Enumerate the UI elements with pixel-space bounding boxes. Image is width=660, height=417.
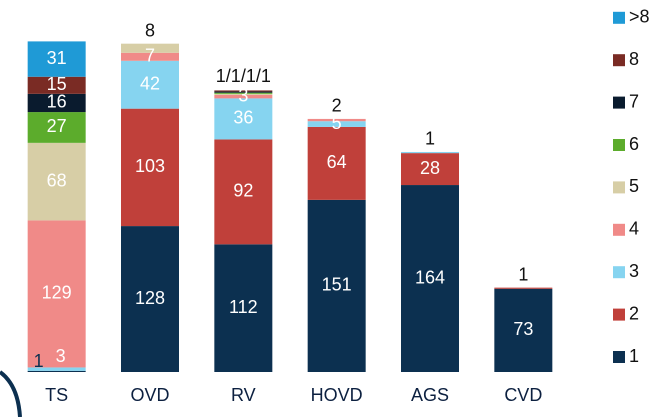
legend-swatch: [613, 96, 625, 109]
bar-segment: [27, 93, 86, 113]
bar-segment: [214, 90, 273, 92]
bar-segment: [214, 139, 273, 245]
data-label: 28: [420, 158, 440, 178]
data-label: 8: [145, 20, 155, 40]
data-label: 129: [42, 283, 72, 303]
bar-segment: [494, 287, 553, 289]
bar-segment: [27, 76, 86, 94]
bar-segment: [121, 43, 179, 53]
bar-segment: [121, 60, 179, 109]
bar-segment: [214, 244, 273, 372]
bar-segment: [307, 121, 366, 127]
legend-label: 3: [629, 261, 639, 281]
legend-swatch: [613, 11, 625, 24]
legend-swatch: [613, 308, 625, 321]
data-label: 1: [518, 264, 528, 284]
decoration: [0, 370, 22, 417]
bar-segment: [214, 94, 273, 99]
data-label: 36: [233, 108, 253, 128]
legend-label: 8: [629, 49, 639, 69]
legend-swatch: [613, 223, 625, 236]
bar-segment: [214, 92, 273, 94]
data-label: 3: [56, 346, 66, 366]
bar-segment: [401, 151, 459, 154]
data-label: 103: [135, 156, 165, 176]
x-tick-label: HOVD: [311, 385, 363, 405]
data-label: 31: [47, 48, 67, 68]
legend-swatch: [613, 54, 625, 67]
bar-segment: [214, 91, 273, 93]
data-label: 128: [135, 288, 165, 308]
legend-label: 2: [629, 303, 639, 323]
legend-swatch: [613, 351, 625, 363]
x-tick-label: OVD: [130, 385, 169, 405]
legend-swatch: [613, 139, 625, 151]
legend-label: 6: [629, 134, 639, 154]
data-label: 42: [140, 73, 160, 93]
data-label: 7: [145, 46, 155, 66]
data-label: 164: [415, 267, 445, 287]
data-label: 5: [332, 113, 342, 133]
x-tick-label: TS: [45, 385, 68, 405]
data-label: 16: [47, 92, 67, 112]
data-label: 27: [47, 116, 67, 136]
legend-label: >8: [629, 7, 650, 27]
legend-swatch: [613, 181, 625, 194]
x-tick-label: AGS: [411, 385, 449, 405]
bar-segment: [214, 93, 273, 95]
data-label: 2: [332, 96, 342, 116]
bar-segment: [307, 126, 366, 200]
bar-segment: [27, 370, 86, 372]
bar-segment: [27, 142, 86, 221]
bar-segment: [307, 118, 366, 122]
bar-segment: [214, 98, 273, 140]
bar-segment: [27, 112, 86, 143]
data-label: 92: [233, 181, 253, 201]
bar-segment: [121, 226, 179, 372]
bar-segment: [27, 41, 86, 77]
x-tick-label: RV: [231, 385, 256, 405]
data-label: 68: [47, 170, 67, 190]
data-label: 64: [327, 152, 347, 172]
data-label: 1: [425, 129, 435, 149]
bar-segment: [27, 220, 86, 368]
bar-segment: [27, 367, 86, 371]
legend-label: 4: [629, 219, 639, 239]
data-label: 73: [513, 319, 533, 339]
legend-swatch: [613, 266, 625, 279]
bar-segment: [307, 199, 366, 372]
x-tick-label: CVD: [504, 385, 542, 405]
bar-segment: [494, 288, 553, 372]
data-label: 112: [229, 297, 258, 317]
data-label: 151: [322, 275, 352, 295]
legend-label: 1: [629, 346, 639, 366]
annotation: 1/1/1/1: [216, 66, 271, 86]
data-label: 15: [47, 74, 67, 94]
data-label: 3: [238, 85, 248, 105]
bar-segment: [401, 185, 459, 372]
legend-label: 5: [629, 176, 639, 196]
bar-segment: [401, 153, 459, 186]
legend-label: 7: [629, 91, 639, 111]
bar-segment: [121, 52, 179, 61]
data-label: 1: [34, 351, 44, 371]
bar-segment: [121, 108, 179, 227]
